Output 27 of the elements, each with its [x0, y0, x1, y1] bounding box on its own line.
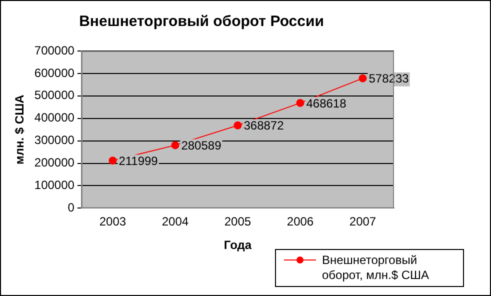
y-tick-label: 200000: [34, 156, 75, 170]
x-axis-title: Года: [224, 238, 252, 252]
x-tick-label: 2006: [286, 214, 314, 229]
y-tick-label: 500000: [34, 88, 75, 102]
data-label: 368872: [244, 118, 284, 133]
y-tick-label: 700000: [34, 43, 75, 58]
data-label: 280589: [181, 138, 222, 152]
point: [234, 121, 242, 130]
y-tick-label: 400000: [34, 110, 75, 125]
data-label: 578233: [368, 72, 410, 86]
data-label: 468618: [306, 96, 347, 110]
x-tick-label: 2004: [162, 214, 189, 229]
x-tick-label: 2003: [99, 214, 126, 229]
point: [108, 156, 117, 165]
y-tick-label: 0: [68, 200, 75, 215]
y-tick-label: 300000: [34, 133, 75, 148]
chart-title: Внешнеторговый оборот России: [79, 13, 324, 30]
legend-label: Внешнеторговый оборот, млн.$ США: [322, 253, 430, 283]
y-axis-title: млн. $ США: [12, 94, 27, 165]
point: [171, 141, 180, 150]
point: [296, 98, 304, 107]
y-tick-label: 100000: [34, 178, 75, 192]
data-label: 211999: [118, 154, 158, 168]
x-tick-label: 2007: [349, 214, 376, 229]
x-tick-label: 2005: [224, 214, 252, 229]
y-tick-label: 600000: [34, 66, 75, 80]
point: [358, 74, 367, 82]
